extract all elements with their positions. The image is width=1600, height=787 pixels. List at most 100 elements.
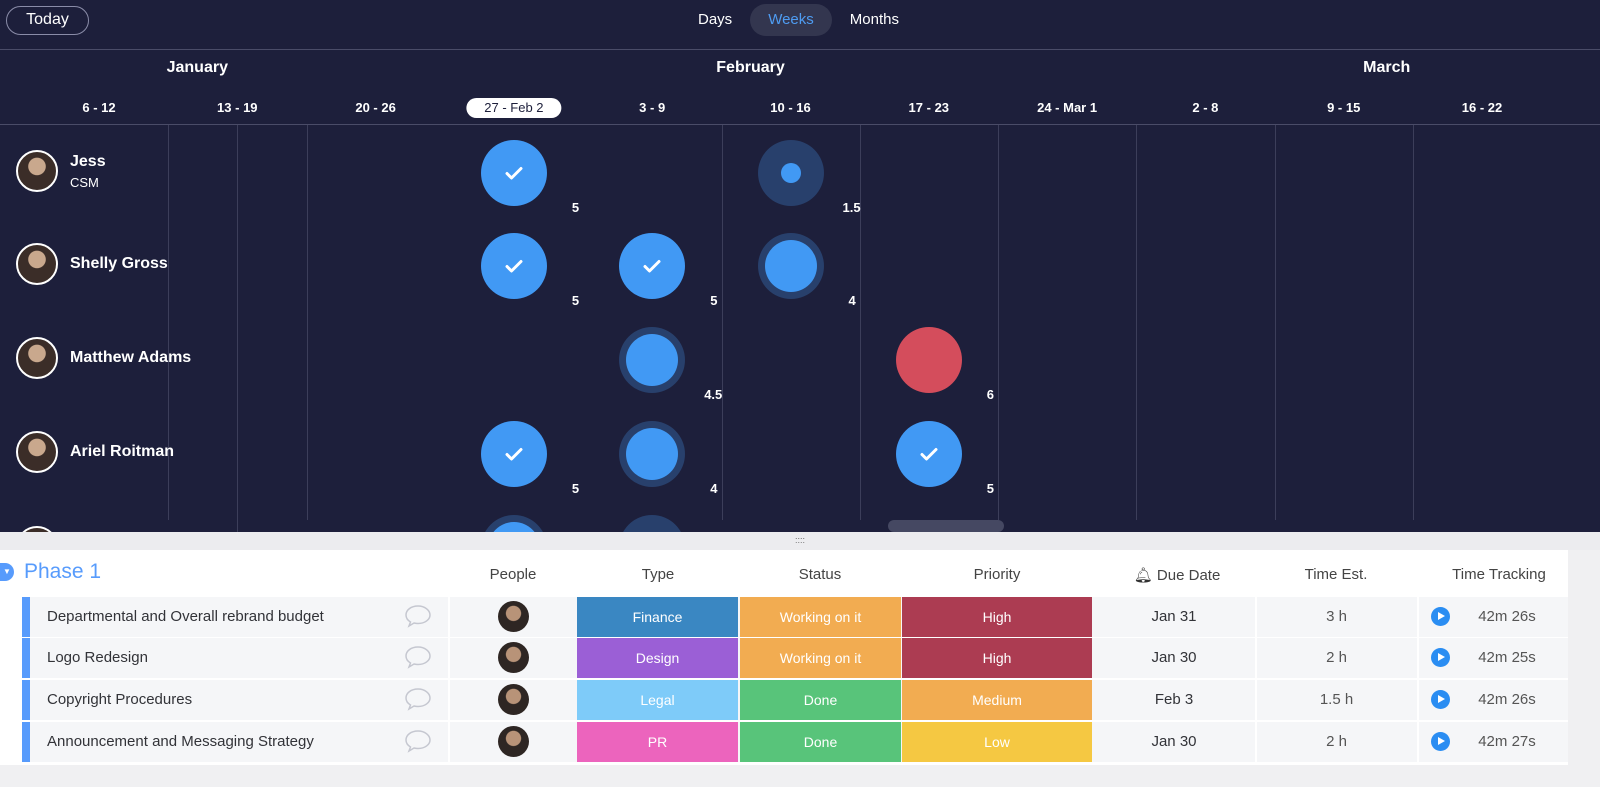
week-label[interactable]: 3 - 9 (639, 100, 666, 115)
workload-bubble[interactable] (480, 515, 547, 532)
group-color-bar (22, 638, 30, 678)
column-header[interactable]: Time Tracking (1452, 566, 1546, 583)
type-cell[interactable]: Finance (577, 597, 738, 637)
person-row[interactable]: Ariel Roitman (16, 431, 174, 473)
column-header[interactable]: People (489, 566, 537, 583)
workload-value: 4 (848, 293, 856, 308)
table-row[interactable]: Logo Redesign Design Working on it High … (22, 638, 1568, 678)
check-icon (505, 448, 523, 461)
play-icon[interactable] (1431, 690, 1450, 709)
workload-bubble[interactable] (619, 233, 686, 299)
month-label: February (716, 59, 785, 76)
due-date-cell[interactable]: Jan 31 (1151, 608, 1197, 625)
column-header[interactable]: Type (641, 566, 675, 583)
item-name[interactable]: Logo Redesign (47, 649, 148, 666)
workload-bubble[interactable] (895, 327, 962, 393)
week-label[interactable]: 17 - 23 (908, 100, 950, 115)
type-cell[interactable]: Design (577, 638, 738, 678)
week-label[interactable]: 20 - 26 (355, 100, 396, 115)
status-cell[interactable]: Done (740, 722, 901, 762)
status-cell[interactable]: Working on it (740, 597, 901, 637)
week-label[interactable]: 9 - 15 (1327, 100, 1361, 115)
time-est-cell[interactable]: 3 h (1326, 608, 1347, 625)
workload-bubble[interactable] (619, 327, 686, 393)
comment-icon[interactable] (404, 687, 432, 711)
person-row[interactable]: Jess CSM (16, 150, 106, 192)
table-row[interactable]: Departmental and Overall rebrand budget … (22, 597, 1568, 637)
month-label: March (1363, 59, 1411, 76)
time-est-cell[interactable]: 2 h (1326, 649, 1347, 666)
column-header[interactable]: 🔔︎ Due Date (1133, 567, 1221, 584)
due-date-cell[interactable]: Jan 30 (1151, 649, 1197, 666)
horizontal-scrollbar[interactable] (888, 520, 1004, 532)
week-label[interactable]: 6 - 12 (82, 100, 116, 115)
type-cell[interactable]: Legal (577, 680, 738, 720)
resize-handle[interactable]: :::: (0, 532, 1600, 550)
week-label[interactable]: 13 - 19 (217, 100, 258, 115)
week-divider (1275, 125, 1276, 520)
week-label[interactable]: 10 - 16 (770, 100, 811, 115)
week-divider (722, 125, 723, 520)
person-avatar[interactable] (498, 684, 529, 715)
comment-icon[interactable] (404, 729, 432, 753)
play-icon[interactable] (1431, 732, 1450, 751)
person-row[interactable]: Matthew Adams (16, 337, 191, 379)
priority-cell[interactable]: Low (902, 722, 1092, 762)
due-date-cell[interactable]: Jan 30 (1151, 733, 1197, 750)
priority-cell[interactable]: Medium (902, 680, 1092, 720)
play-icon[interactable] (1431, 648, 1450, 667)
item-name[interactable]: Departmental and Overall rebrand budget (47, 608, 324, 625)
person-avatar[interactable] (498, 642, 529, 673)
status-cell[interactable]: Done (740, 680, 901, 720)
workload-bubble[interactable] (619, 421, 686, 487)
fill-indicator (764, 240, 817, 292)
workload-value: 5 (710, 293, 718, 308)
person-avatar[interactable] (498, 601, 529, 632)
column-header[interactable]: Time Est. (1304, 566, 1368, 583)
person-avatar[interactable] (498, 726, 529, 757)
time-est-cell[interactable]: 2 h (1326, 733, 1347, 750)
comment-icon[interactable] (404, 645, 432, 669)
workload-bubble[interactable] (480, 140, 547, 206)
priority-cell[interactable]: High (902, 597, 1092, 637)
time-est-cell[interactable]: 1.5 h (1319, 691, 1354, 708)
week-label[interactable]: 2 - 8 (1192, 100, 1219, 115)
workload-value: 6 (986, 387, 995, 402)
check-icon (505, 167, 523, 180)
workload-bubble[interactable] (757, 140, 824, 206)
table-row[interactable]: Announcement and Messaging Strategy PR D… (22, 722, 1568, 762)
due-date-cell[interactable]: Feb 3 (1154, 691, 1194, 708)
avatar (16, 150, 58, 192)
table-row[interactable]: Copyright Procedures Legal Done Medium F… (22, 680, 1568, 720)
status-cell[interactable]: Working on it (740, 638, 901, 678)
workload-bubble[interactable] (619, 515, 686, 532)
play-icon[interactable] (1431, 607, 1450, 626)
person-name: Ariel Roitman (70, 443, 175, 460)
workload-bubble[interactable] (895, 421, 962, 487)
item-name[interactable]: Announcement and Messaging Strategy (47, 733, 314, 750)
type-cell[interactable]: PR (577, 722, 738, 762)
view-days[interactable]: Days (698, 11, 733, 28)
view-weeks[interactable]: Weeks (750, 4, 832, 36)
week-label[interactable]: 27 - Feb 2 (466, 98, 562, 118)
week-label[interactable]: 24 - Mar 1 (1037, 100, 1098, 115)
week-label[interactable]: 16 - 22 (1461, 100, 1503, 115)
view-months[interactable]: Months (849, 11, 899, 28)
comment-icon[interactable] (404, 604, 432, 628)
person-row[interactable]: Shelly Gross (16, 243, 168, 285)
week-divider (998, 125, 999, 520)
workload-bubble[interactable] (480, 233, 547, 299)
group-header[interactable]: ▼ Phase 1 (0, 560, 101, 584)
item-name[interactable]: Copyright Procedures (47, 691, 193, 708)
check-icon (505, 260, 523, 273)
column-header[interactable]: Status (798, 566, 842, 583)
column-header[interactable]: Priority (973, 566, 1021, 583)
workload-bubble[interactable] (480, 421, 547, 487)
workload-bubble[interactable] (757, 233, 824, 299)
today-button[interactable]: Today (6, 6, 89, 35)
person-name: Matthew Adams (70, 349, 192, 366)
board-panel: ▼ Phase 1 People Type Status Priority 🔔︎ Due… (0, 550, 1568, 765)
priority-cell[interactable]: High (902, 638, 1092, 678)
group-title[interactable]: Phase 1 (24, 560, 102, 583)
collapse-arrow-icon[interactable]: ▼ (0, 563, 14, 581)
